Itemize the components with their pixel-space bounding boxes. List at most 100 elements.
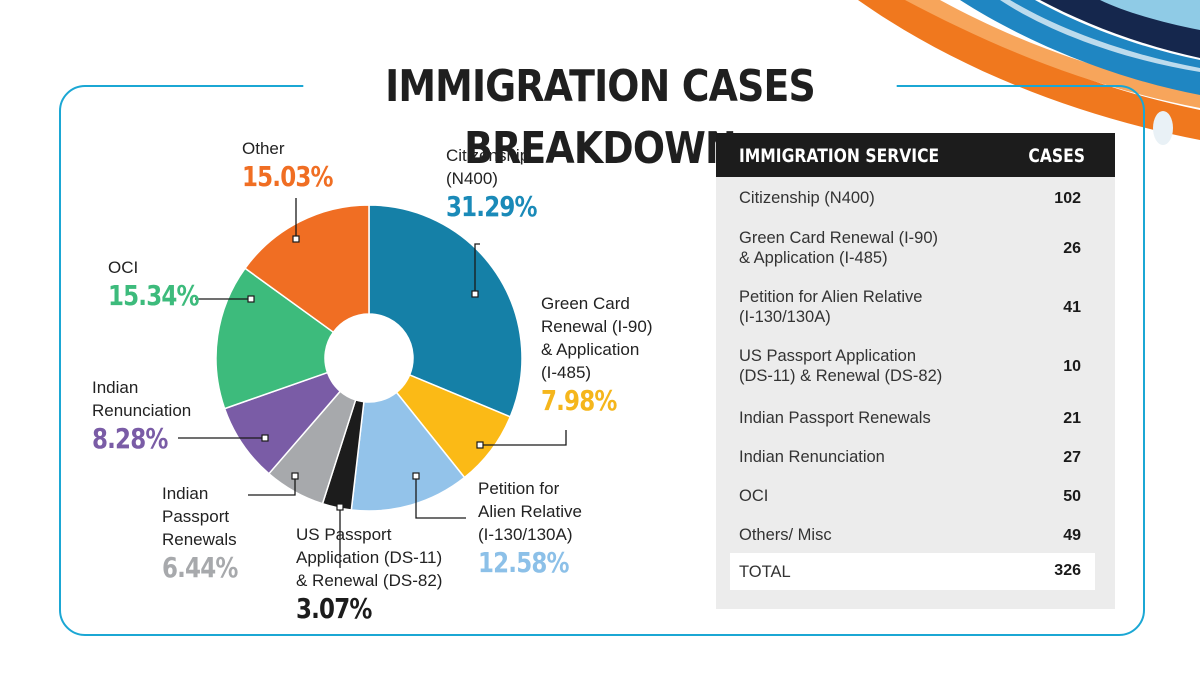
cases-table: IMMIGRATION SERVICE CASES Citizenship (N… [716,133,1115,609]
service-name-line: (DS-11) & Renewal (DS-82) [739,367,943,385]
service-name-line: Petition for Alien Relative [739,288,923,306]
total-count: 326 [1054,562,1081,579]
leader-marker [336,503,344,511]
leader-marker [261,434,269,442]
service-name-line: OCI [739,487,769,505]
leader-marker [412,472,420,480]
table-row: Indian Renunciation 27 [730,444,1095,471]
leader-line [415,476,466,519]
service-name: Others/ Misc [739,525,832,545]
slice-name-line: (I-130/130A) [478,525,573,544]
slice-percentage: 12.58% [478,546,570,579]
leader-line [480,430,567,446]
service-name: Indian Renunciation [739,447,885,467]
label-green-card-renewal-i-90-application-i-485: Green Card Renewal (I-90) & Application (I-… [541,292,653,418]
slice-citizenship-n400 [368,204,523,418]
leader-marker [247,295,255,303]
slice-percentage: 3.07% [296,592,372,625]
slice-name-line: Green Card [541,294,630,313]
slice-name-line: (N400) [446,169,498,188]
service-name: Indian Passport Renewals [739,408,931,428]
slice-name-line: & Renewal (DS-82) [296,571,443,590]
service-name-line: Others/ Misc [739,526,832,544]
total-label: TOTAL [739,563,791,581]
header-cases: CASES [1028,145,1085,167]
slice-name-line: (I-485) [541,363,592,382]
slice-percentage: 31.29% [446,190,538,223]
leader-marker [476,441,484,449]
service-name-line: Citizenship (N400) [739,189,875,207]
slice-percentage: 8.28% [92,422,168,455]
leader-line [248,476,296,496]
leader-marker [291,472,299,480]
slice-other [244,204,370,334]
service-name: Citizenship (N400) [739,188,875,208]
service-name: Petition for Alien Relative (I-130/130A) [739,287,922,327]
slice-percentage: 7.98% [541,384,617,417]
slice-name-line: Renunciation [92,401,192,420]
service-name-line: US Passport Application [739,347,917,365]
highlight-ellipse [1153,111,1173,145]
slice-name-line: Other [242,139,285,158]
orange-ribbon [858,0,1200,140]
case-count: 50 [1063,487,1081,505]
service-name-line: & Application (I-485) [739,249,888,267]
case-count: 10 [1063,358,1081,375]
table-row: Others/ Misc 49 [730,522,1095,549]
case-count: 102 [1054,189,1081,207]
label-us-passport-application-ds-11-renewal-ds-82: US Passport Application (DS-11) & Renewal … [296,523,442,626]
service-name-line: Green Card Renewal (I-90) [739,229,938,247]
slice-name-line: Alien Relative [478,502,582,521]
table-row: Citizenship (N400) 102 [730,185,1095,212]
label-oci: OCI 15.34% [108,256,219,313]
slice-name-line: OCI [108,258,139,277]
service-name: US Passport Application (DS-11) & Renewal… [739,346,942,386]
slice-petition-for-alien-relative-i-130-130a [350,391,466,512]
label-petition-for-alien-relative-i-130-130a: Petition for Alien Relative (I-130/130A) 12… [478,477,589,580]
slice-name-line: US Passport [296,525,392,544]
slice-name-line: Indian [92,378,139,397]
light-ribbon [1100,0,1200,30]
case-count: 49 [1063,526,1081,544]
slice-oci [215,267,335,410]
service-name-line: (I-130/130A) [739,308,831,326]
service-name: OCI [739,486,768,506]
slice-name-line: Citizenship [446,146,530,165]
service-name-line: Indian Passport Renewals [739,409,931,427]
white-sheen [1000,0,1200,72]
table-total-row: TOTAL 326 [730,553,1095,590]
blue-ribbon [960,0,1200,95]
table-row: US Passport Application (DS-11) & Renewal… [730,346,1095,388]
slice-name-line: Application (DS-11) [296,548,443,567]
case-count: 26 [1063,240,1081,257]
slice-percentage: 15.03% [242,160,334,193]
table-row: OCI 50 [730,483,1095,510]
orange-ribbon-light [905,0,1200,108]
leader-marker [471,290,479,298]
label-indian-passport-renewals: Indian Passport Renewals 6.44% [162,482,254,585]
service-name: Green Card Renewal (I-90) & Application (… [739,228,938,268]
table-row: Green Card Renewal (I-90) & Application (… [730,228,1095,270]
slice-name-line: Renewals [162,530,237,549]
header-service: IMMIGRATION SERVICE [739,145,940,167]
slice-percentage: 15.34% [108,279,200,312]
case-count: 27 [1063,448,1081,466]
slice-name-line: Passport [162,507,230,526]
table-row: Petition for Alien Relative (I-130/130A) 4… [730,287,1095,329]
leader-marker [292,235,300,243]
table-row: Indian Passport Renewals 21 [730,405,1095,432]
leader-line [474,243,480,294]
label-other: Other 15.03% [242,137,353,194]
label-indian-renunciation: Indian Renunciation 8.28% [92,376,191,456]
case-count: 21 [1063,409,1081,427]
page-title: IMMIGRATION CASES BREAKDOWN [303,56,897,174]
slice-percentage: 6.44% [162,551,238,584]
slice-name-line: Indian [162,484,209,503]
table-header: IMMIGRATION SERVICE CASES [716,133,1115,177]
case-count: 41 [1063,299,1081,316]
service-name-line: Indian Renunciation [739,448,885,466]
label-citizenship-n400: Citizenship (N400) 31.29% [446,144,557,224]
slice-name-line: Petition for [478,479,560,498]
